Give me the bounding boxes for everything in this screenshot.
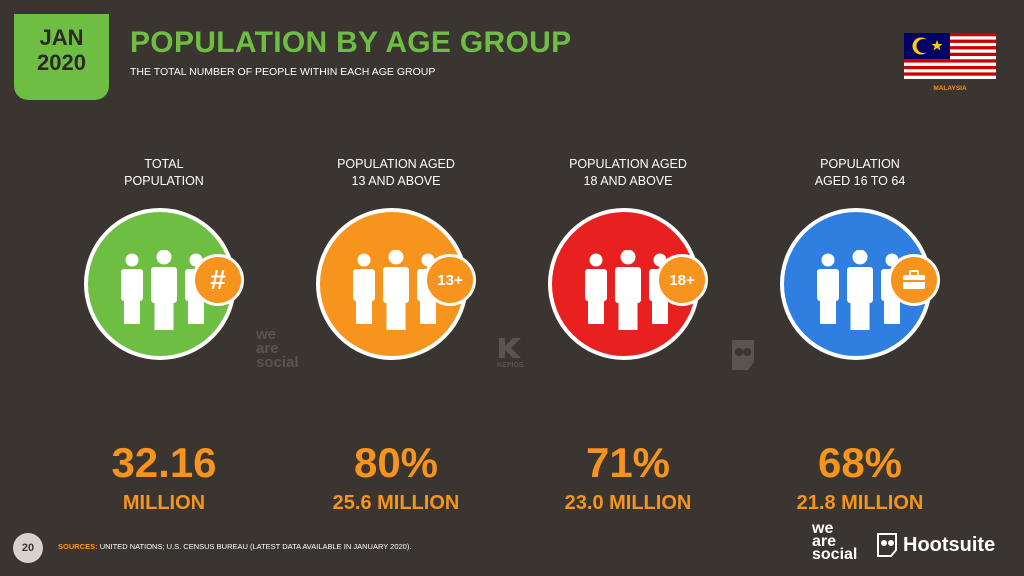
stat-label: POPULATION AGED 16 TO 64	[814, 157, 906, 188]
owl-icon	[732, 340, 754, 370]
stat-aged-13-plus: POPULATION AGED 13 AND ABOVE 13+ 80% 25.…	[280, 155, 512, 515]
we-are-social-logo: we are social	[812, 520, 858, 563]
age-13-icon: 13+	[424, 254, 476, 306]
date-year: 2020	[37, 50, 86, 75]
stat-aged-16-to-64: POPULATION AGED 16 TO 64 68% 21.8 MILLIO…	[744, 155, 976, 515]
hash-icon: #	[192, 254, 244, 306]
page-subtitle: THE TOTAL NUMBER OF PEOPLE WITHIN EACH A…	[130, 66, 436, 78]
country-label: MALAYSIA	[933, 85, 967, 92]
date-month: JAN	[39, 25, 84, 50]
stat-label: TOTAL POPULATION	[124, 157, 204, 188]
date-badge: JAN 2020	[14, 14, 109, 100]
stat-label: POPULATION AGED 13 AND ABOVE	[337, 157, 455, 188]
hootsuite-owl-icon	[877, 533, 897, 557]
hootsuite-logo: Hootsuite	[876, 532, 995, 558]
stat-value: 80%	[353, 439, 439, 486]
page-number: 20	[13, 533, 43, 563]
stat-value: 71%	[585, 439, 671, 486]
briefcase-icon	[888, 254, 940, 306]
stat-label: POPULATION AGED 18 AND ABOVE	[569, 157, 687, 188]
we-are-social-watermark: we are social	[256, 326, 299, 371]
page-title: POPULATION BY AGE GROUP	[130, 26, 572, 59]
kepios-watermark: KEPIOS	[497, 336, 523, 369]
stat-subvalue: 23.0 MILLION	[564, 492, 692, 514]
stat-subvalue: MILLION	[122, 492, 206, 514]
stat-value: 68%	[817, 439, 903, 486]
malaysia-flag-icon	[904, 33, 996, 79]
stat-aged-18-plus: POPULATION AGED 18 AND ABOVE 18+ 71% 23.…	[512, 155, 744, 515]
hootsuite-label: Hootsuite	[903, 533, 996, 556]
stat-subvalue: 25.6 MILLION	[332, 492, 460, 514]
stat-value: 32.16	[111, 439, 217, 486]
age-18-icon: 18+	[656, 254, 708, 306]
stat-subvalue: 21.8 MILLION	[796, 492, 924, 514]
stat-total-population: TOTAL POPULATION # 32.16 MILLION	[48, 155, 280, 515]
sources-note: SOURCES: UNITED NATIONS; U.S. CENSUS BUR…	[58, 542, 412, 551]
